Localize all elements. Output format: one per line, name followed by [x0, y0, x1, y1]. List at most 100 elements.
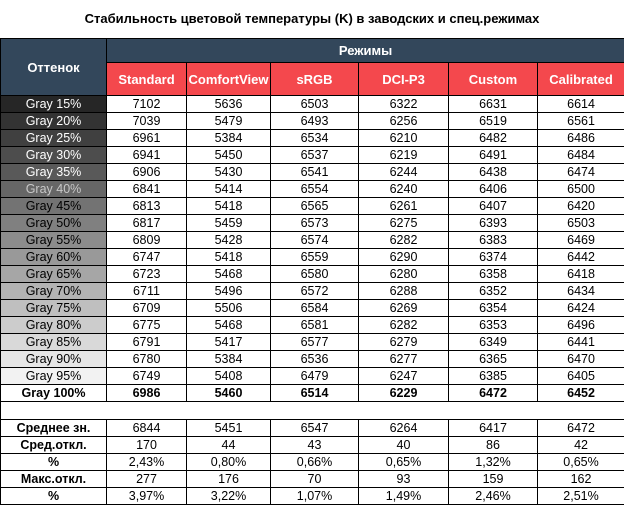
gray-row: Gray 45% 6813 5418 6565 6261 6407 6420	[0, 197, 624, 215]
gray-row-value-srgb: 6541	[270, 163, 359, 181]
gray-row: Gray 50% 6817 5459 6573 6275 6393 6503	[0, 214, 624, 232]
gray-row-label: Gray 95%	[0, 367, 107, 385]
mode-header-srgb: sRGB	[270, 62, 359, 96]
summary-row-value-calibrated: 42	[536, 436, 624, 454]
summary-row: % 3,97% 3,22% 1,07% 1,49% 2,46% 2,51%	[0, 487, 624, 505]
gray-row-value-dci-p3: 6240	[358, 180, 449, 198]
gray-row-label: Gray 35%	[0, 163, 107, 181]
gray-row-value-comfortview: 5384	[186, 350, 271, 368]
gray-row: Gray 100% 6986 5460 6514 6229 6472 6452	[0, 384, 624, 402]
gray-row-value-comfortview: 5506	[186, 299, 271, 317]
summary-row-value-calibrated: 6472	[536, 419, 624, 437]
mode-header-custom: Custom	[448, 62, 538, 96]
summary-row-value-dci-p3: 0,65%	[358, 453, 449, 471]
gray-row: Gray 20% 7039 5479 6493 6256 6519 6561	[0, 112, 624, 130]
gray-row-value-dci-p3: 6244	[358, 163, 449, 181]
gray-row-value-dci-p3: 6322	[358, 95, 449, 113]
gray-row: Gray 70% 6711 5496 6572 6288 6352 6434	[0, 282, 624, 300]
gray-row: Gray 55% 6809 5428 6574 6282 6383 6469	[0, 231, 624, 249]
gray-row-label: Gray 50%	[0, 214, 107, 232]
gray-row-value-calibrated: 6441	[536, 333, 624, 351]
gray-row-value-custom: 6358	[448, 265, 538, 283]
gray-row: Gray 80% 6775 5468 6581 6282 6353 6496	[0, 316, 624, 334]
gray-row-value-calibrated: 6503	[536, 214, 624, 232]
gray-row-value-standard: 6749	[106, 367, 187, 385]
gray-row-value-calibrated: 6486	[536, 129, 624, 147]
gray-row-value-srgb: 6534	[270, 129, 359, 147]
gray-row-value-calibrated: 6500	[536, 180, 624, 198]
gray-row-value-standard: 6709	[106, 299, 187, 317]
summary-row: Среднее зн. 6844 5451 6547 6264 6417 6472	[0, 419, 624, 437]
gray-row-value-standard: 6941	[106, 146, 187, 164]
gray-row-value-standard: 6775	[106, 316, 187, 334]
gray-row-value-comfortview: 5479	[186, 112, 271, 130]
gray-row-value-calibrated: 6424	[536, 299, 624, 317]
summary-row-value-dci-p3: 6264	[358, 419, 449, 437]
gray-row-value-srgb: 6574	[270, 231, 359, 249]
gray-row-value-standard: 6986	[106, 384, 187, 402]
mode-header-standard: Standard	[106, 62, 187, 96]
gray-row-label: Gray 55%	[0, 231, 107, 249]
gray-row-value-calibrated: 6474	[536, 163, 624, 181]
modes-header: Режимы	[105, 38, 624, 63]
summary-row-value-custom: 86	[448, 436, 538, 454]
color-temperature-table: Оттенок Режимы Standard ComfortView sRGB…	[0, 38, 624, 505]
gray-row-value-dci-p3: 6288	[358, 282, 449, 300]
gray-row-value-custom: 6472	[448, 384, 538, 402]
gray-row-value-srgb: 6577	[270, 333, 359, 351]
gray-row-value-standard: 7102	[106, 95, 187, 113]
summary-row-value-comfortview: 176	[186, 470, 271, 488]
summary-row-value-custom: 6417	[448, 419, 538, 437]
gray-row-label: Gray 25%	[0, 129, 107, 147]
gray-row-value-comfortview: 5459	[186, 214, 271, 232]
summary-row-value-custom: 1,32%	[448, 453, 538, 471]
gray-row-value-standard: 6791	[106, 333, 187, 351]
spacer-row	[0, 401, 624, 420]
gray-row-value-dci-p3: 6256	[358, 112, 449, 130]
gray-row: Gray 35% 6906 5430 6541 6244 6438 6474	[0, 163, 624, 181]
gray-rows: Gray 15% 7102 5636 6503 6322 6631 6614 Gray 20%…	[0, 95, 624, 402]
summary-row-value-comfortview: 3,22%	[186, 487, 271, 505]
gray-row-value-dci-p3: 6210	[358, 129, 449, 147]
gray-row-value-srgb: 6581	[270, 316, 359, 334]
summary-row-value-custom: 2,46%	[448, 487, 538, 505]
summary-row: Макс.откл. 277 176 70 93 159 162	[0, 470, 624, 488]
gray-row-value-custom: 6482	[448, 129, 538, 147]
gray-row-value-calibrated: 6434	[536, 282, 624, 300]
gray-row-value-comfortview: 5496	[186, 282, 271, 300]
summary-row-label: Среднее зн.	[0, 419, 107, 437]
summary-row-value-dci-p3: 93	[358, 470, 449, 488]
gray-row-value-srgb: 6503	[270, 95, 359, 113]
summary-row-value-standard: 277	[106, 470, 187, 488]
gray-row-value-custom: 6519	[448, 112, 538, 130]
gray-row-value-srgb: 6584	[270, 299, 359, 317]
summary-row-value-standard: 170	[106, 436, 187, 454]
summary-row-value-srgb: 6547	[270, 419, 359, 437]
gray-row-label: Gray 90%	[0, 350, 107, 368]
summary-row-label: %	[0, 487, 107, 505]
gray-row-value-standard: 6723	[106, 265, 187, 283]
gray-row-value-dci-p3: 6280	[358, 265, 449, 283]
gray-row-value-custom: 6491	[448, 146, 538, 164]
gray-row-value-standard: 6780	[106, 350, 187, 368]
gray-row-value-srgb: 6573	[270, 214, 359, 232]
gray-row-value-srgb: 6580	[270, 265, 359, 283]
summary-row: % 2,43% 0,80% 0,66% 0,65% 1,32% 0,65%	[0, 453, 624, 471]
gray-row-value-dci-p3: 6247	[358, 367, 449, 385]
gray-row-value-custom: 6352	[448, 282, 538, 300]
gray-row-value-srgb: 6537	[270, 146, 359, 164]
gray-row-value-dci-p3: 6282	[358, 316, 449, 334]
gray-row-value-dci-p3: 6269	[358, 299, 449, 317]
gray-row-label: Gray 100%	[0, 384, 107, 402]
gray-row-value-srgb: 6559	[270, 248, 359, 266]
gray-row-value-srgb: 6572	[270, 282, 359, 300]
gray-row-value-comfortview: 5417	[186, 333, 271, 351]
gray-row-value-dci-p3: 6219	[358, 146, 449, 164]
gray-row-value-calibrated: 6442	[536, 248, 624, 266]
gray-row-value-dci-p3: 6282	[358, 231, 449, 249]
gray-row-value-calibrated: 6496	[536, 316, 624, 334]
summary-row-value-comfortview: 5451	[186, 419, 271, 437]
gray-row-value-standard: 6813	[106, 197, 187, 215]
gray-row-value-comfortview: 5636	[186, 95, 271, 113]
summary-row-value-calibrated: 0,65%	[536, 453, 624, 471]
